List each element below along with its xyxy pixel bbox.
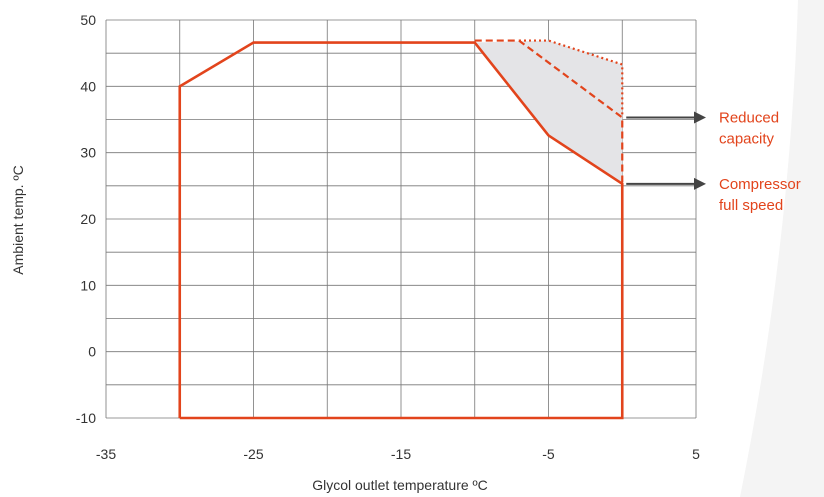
annotation-label: full speed: [719, 197, 783, 214]
y-axis-label: Ambient temp. ºC: [10, 165, 26, 274]
annotation-label: capacity: [719, 131, 775, 148]
y-tick-label: 30: [80, 145, 96, 161]
x-tick-label: 5: [692, 446, 700, 462]
y-axis-ticks: 50 40 30 20 10 0 -10: [76, 12, 96, 426]
y-tick-label: 10: [80, 277, 96, 293]
series-line-solid: [178, 41, 624, 420]
y-tick-label: 50: [80, 12, 96, 28]
y-tick-label: 0: [88, 344, 96, 360]
series: [178, 39, 624, 420]
x-tick-label: -15: [391, 446, 411, 462]
annotations: Reduced capacity Compressor full speed: [626, 110, 801, 214]
x-tick-label: -5: [542, 446, 555, 462]
annotation-arrowhead: [694, 177, 706, 190]
x-axis-label: Glycol outlet temperature ºC: [312, 477, 488, 493]
shaded-region: [474, 40, 623, 184]
annotation-arrowhead: [694, 111, 706, 124]
y-tick-label: 20: [80, 211, 96, 227]
y-tick-label: -10: [76, 410, 96, 426]
y-tick-label: 40: [80, 78, 96, 94]
annotation-label: Compressor: [719, 176, 801, 193]
x-tick-label: -35: [96, 446, 116, 462]
annotation-label: Reduced: [719, 110, 779, 127]
shaded-area: [474, 40, 623, 184]
x-tick-label: -25: [243, 446, 263, 462]
series-line-dashed: [474, 39, 624, 184]
x-axis-ticks: -35 -25 -15 -5 5: [96, 446, 700, 462]
